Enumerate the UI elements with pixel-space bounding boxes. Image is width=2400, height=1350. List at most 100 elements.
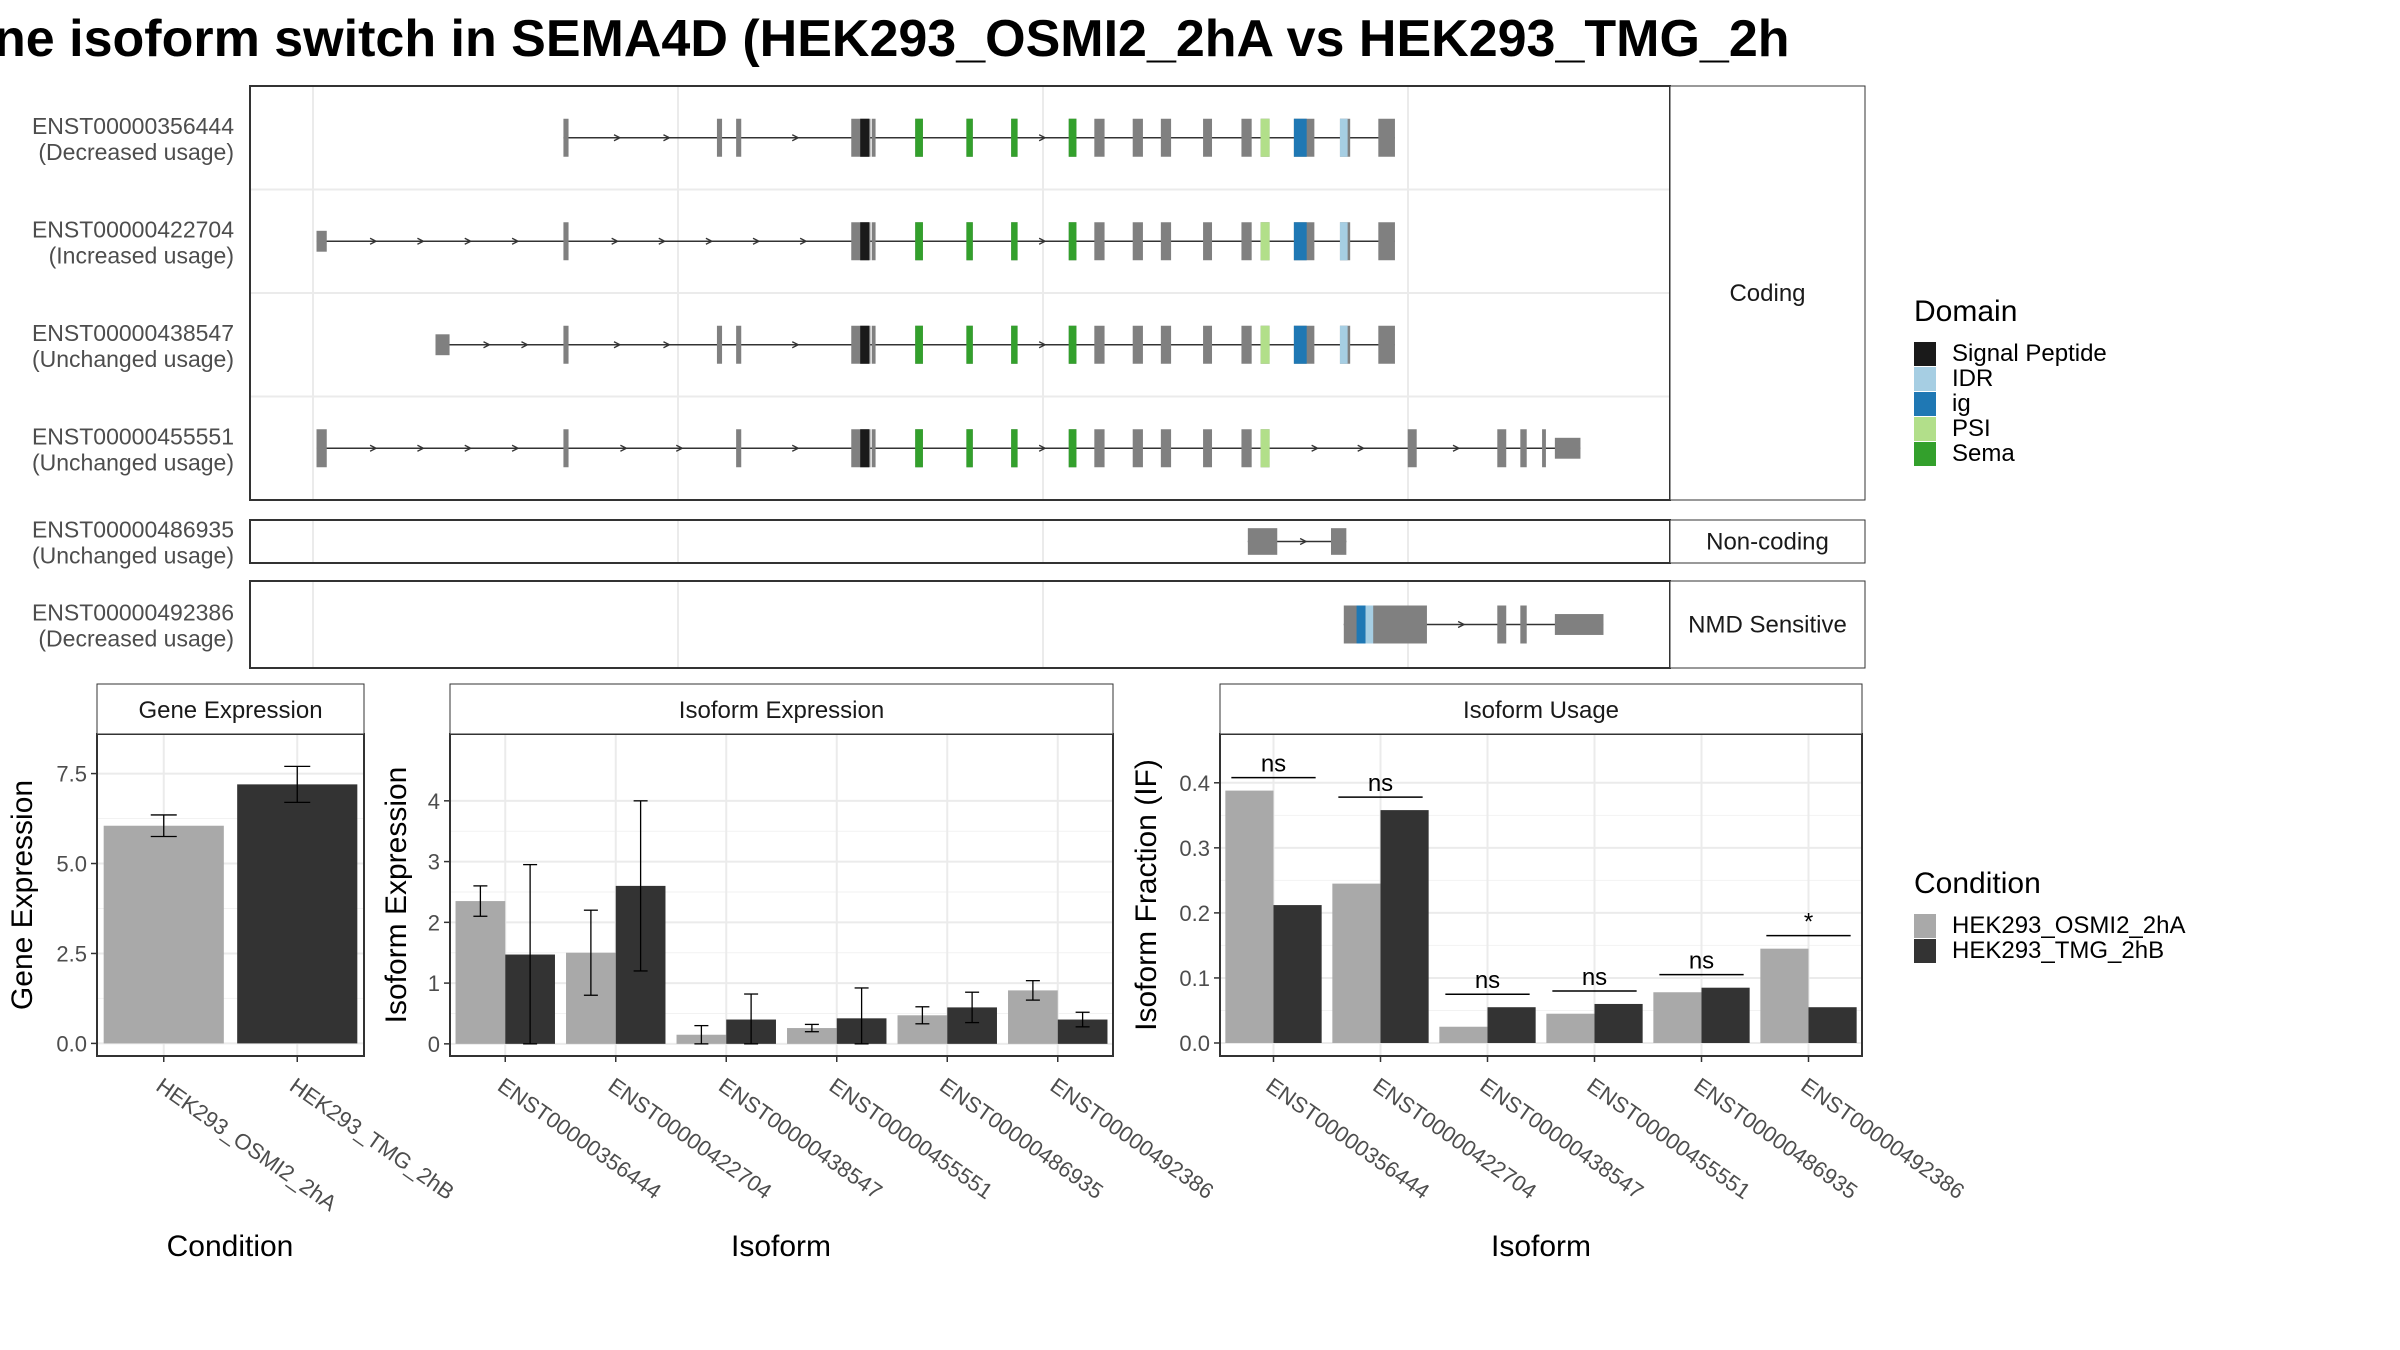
- domain-sema: [915, 325, 923, 364]
- legend-swatch: [1914, 442, 1936, 466]
- exon: [316, 429, 327, 468]
- panel-background: [250, 520, 1670, 563]
- domain-sema: [1068, 118, 1077, 157]
- direction-arrow: [1299, 537, 1308, 546]
- exon: [1241, 222, 1252, 261]
- exon: [871, 429, 876, 468]
- exon: [1241, 118, 1252, 157]
- facet-strip: [1669, 519, 1866, 564]
- transcript-ENST00000422704: ENST00000422704(Increased usage): [32, 216, 1395, 268]
- facet-strip: [1219, 683, 1863, 735]
- legend-swatch: [1914, 367, 1936, 391]
- exon: [1330, 528, 1347, 555]
- exon: [736, 325, 742, 364]
- domain-sema: [915, 118, 923, 157]
- direction-arrow: [1038, 341, 1047, 349]
- legend-label: HEK293_TMG_2hB: [1952, 937, 2164, 964]
- direction-arrow: [799, 237, 808, 245]
- exon: [1378, 325, 1395, 364]
- direction-arrow: [620, 444, 628, 452]
- bar: [1380, 810, 1429, 1043]
- legend-swatch: [1914, 914, 1936, 938]
- transcript-usage-label: (Decreased usage): [38, 139, 234, 165]
- facet-strip-label: Non-coding: [1706, 529, 1829, 556]
- domain-psi: [1260, 429, 1270, 468]
- transcript-usage-label: (Increased usage): [49, 242, 234, 268]
- direction-arrow: [1038, 237, 1047, 245]
- significance-label: ns: [1368, 770, 1393, 797]
- direction-arrow: [511, 444, 520, 452]
- legend-label: PSI: [1952, 415, 1991, 442]
- legend-swatch: [1914, 342, 1936, 366]
- bar: [1808, 1007, 1857, 1043]
- legend-swatch: [1914, 392, 1936, 416]
- transcript-id-label: ENST00000356444: [32, 113, 234, 139]
- direction-arrow: [483, 341, 491, 349]
- transcript-group-coding: ENST00000356444(Decreased usage) ENST0000…: [32, 85, 1866, 501]
- facet-strip: [449, 683, 1114, 735]
- y-axis-title: Gene Expression: [6, 780, 39, 1010]
- direction-arrow: [369, 237, 378, 245]
- exon: [563, 118, 569, 157]
- bar: [1653, 992, 1702, 1043]
- figure-title: ne isoform switch in SEMA4D (HEK293_OSMI…: [0, 10, 1790, 68]
- direction-arrow: [511, 237, 520, 245]
- legend-title: Condition: [1914, 867, 2041, 900]
- direction-arrow: [663, 341, 671, 349]
- transcript-structure-panel: ENST00000356444(Decreased usage) ENST0000…: [32, 85, 1866, 669]
- direction-arrow: [1038, 444, 1047, 452]
- exon: [1520, 605, 1527, 644]
- domain-signal-peptide: [860, 429, 870, 468]
- exon: [736, 429, 742, 468]
- domain-idr: [1365, 605, 1374, 644]
- direction-arrow: [791, 341, 800, 349]
- transcript-group-non-coding: ENST00000486935(Unchanged usage) Non-codi…: [32, 517, 1866, 569]
- exon: [1378, 222, 1395, 261]
- direction-arrow: [417, 237, 425, 245]
- significance-label: ns: [1475, 967, 1500, 994]
- bar: [787, 1028, 837, 1044]
- transcript-id-label: ENST00000422704: [32, 216, 234, 242]
- direction-arrow: [521, 341, 529, 349]
- significance-label: *: [1804, 909, 1813, 936]
- exon: [1203, 325, 1213, 364]
- direction-arrow: [611, 237, 620, 245]
- direction-arrow: [1452, 444, 1461, 452]
- direction-arrow: [658, 237, 667, 245]
- y-tick-label: 0.4: [1179, 771, 1210, 796]
- bar: [455, 901, 506, 1044]
- exon: [1241, 325, 1252, 364]
- bar: [1439, 1026, 1488, 1043]
- exon: [1497, 605, 1507, 644]
- y-tick-label: 0.0: [56, 1031, 87, 1056]
- domain-idr: [1339, 118, 1348, 157]
- legend-label: IDR: [1952, 365, 1993, 392]
- transcript-group-nmd-sensitive: ENST00000492386(Decreased usage) NMD Sens…: [32, 580, 1866, 669]
- exon: [1160, 429, 1172, 468]
- chart-title: Gene Expression: [138, 697, 322, 724]
- y-tick-label: 7.5: [56, 762, 87, 787]
- transcript-ENST00000492386: ENST00000492386(Decreased usage): [32, 600, 1604, 652]
- transcript-id-label: ENST00000455551: [32, 423, 234, 449]
- bar: [1273, 905, 1322, 1043]
- domain-signal-peptide: [860, 325, 870, 364]
- y-tick-label: 5.0: [56, 852, 87, 877]
- plot-background: [1220, 734, 1862, 1056]
- bar: [103, 825, 224, 1044]
- transcript-usage-label: (Unchanged usage): [32, 543, 234, 569]
- facet-strip-label: Coding: [1729, 280, 1805, 307]
- legend-label: ig: [1952, 390, 1971, 417]
- y-tick-label: 4: [428, 789, 440, 814]
- exon: [716, 118, 723, 157]
- exon: [1497, 429, 1507, 468]
- bar: [1332, 883, 1381, 1043]
- domain-sema: [915, 429, 923, 468]
- direction-arrow: [663, 134, 671, 142]
- direction-arrow: [417, 444, 425, 452]
- direction-arrow: [1357, 444, 1366, 452]
- exon: [1554, 437, 1581, 459]
- y-tick-label: 0.0: [1179, 1031, 1210, 1056]
